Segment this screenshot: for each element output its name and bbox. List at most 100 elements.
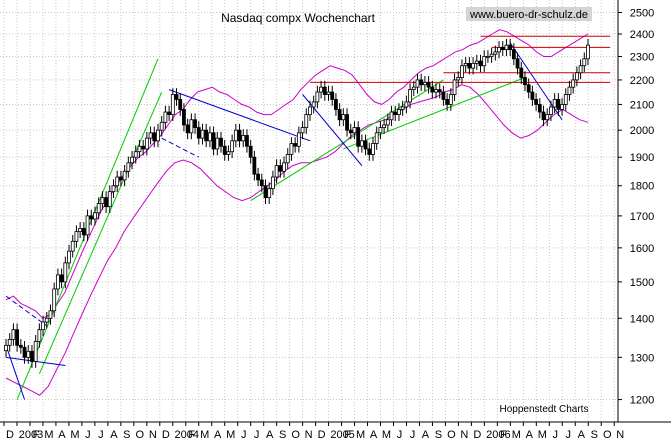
candle-body [74, 231, 79, 242]
candle-body [170, 94, 175, 115]
y-tick-label: 2000 [630, 125, 654, 137]
candle-body [508, 44, 513, 51]
y-tick-label: 2400 [630, 29, 654, 41]
candle-body [482, 56, 487, 67]
chart-title: Nasdaq compx Wochenchart [221, 11, 376, 25]
candle-body [574, 72, 579, 81]
candle-body [486, 56, 490, 58]
candle-body [352, 127, 357, 134]
candle-body [463, 63, 468, 67]
downtrend-line [161, 137, 199, 158]
candle-body [96, 203, 101, 214]
x-tick-label: M [538, 429, 547, 441]
candle-body [152, 132, 157, 142]
candle-body [448, 94, 453, 105]
candle-body [419, 79, 424, 86]
candle-body [456, 77, 461, 81]
downtrend-line [168, 89, 311, 142]
candle-body [167, 111, 172, 115]
candle-body [493, 51, 498, 55]
x-tick-label: O [136, 429, 145, 441]
x-tick-label: 2004 [175, 429, 199, 441]
candle-body [159, 121, 164, 131]
candle-body [274, 165, 279, 178]
candle-body [259, 179, 264, 187]
grid [0, 0, 618, 422]
x-tick-label: D [6, 429, 14, 441]
candle-body [85, 215, 90, 236]
candle-body [26, 350, 31, 358]
candle-body [78, 228, 83, 233]
candle-body [478, 60, 483, 67]
candle-body [285, 154, 290, 164]
candle-body [497, 46, 501, 53]
candle-body [163, 111, 168, 123]
candle-body [156, 129, 160, 142]
candle-body [534, 99, 539, 105]
x-tick-label: M [44, 429, 53, 441]
candle-body [30, 350, 34, 362]
candle-body [137, 145, 142, 153]
candle-body [133, 151, 138, 158]
x-tick-label: A [422, 429, 430, 441]
candle-body [222, 145, 227, 155]
candle-body [289, 143, 294, 155]
candle-body [474, 60, 479, 64]
y-tick-label: 1800 [630, 181, 654, 193]
candle-body [41, 321, 45, 331]
candle-body [545, 114, 550, 121]
candle-body [378, 127, 383, 134]
candle-body [460, 65, 464, 78]
y-axis: 1200 1300 1400 1500 1600 1700 1800 1900 2000 2100… [617, 0, 654, 422]
x-tick-label: N [149, 429, 157, 441]
candle-body [586, 44, 590, 60]
x-tick-label: O [291, 429, 300, 441]
candle-body [18, 344, 23, 348]
candle-body [271, 176, 275, 190]
candle-body [504, 44, 509, 51]
candle-body [334, 99, 338, 110]
candle-body [430, 86, 435, 93]
y-tick-label: 1200 [630, 395, 654, 407]
candle-body [256, 173, 260, 181]
x-tick-label: M [226, 429, 235, 441]
candle-body [189, 119, 194, 134]
candle-body [296, 132, 301, 147]
candle-body [148, 132, 153, 139]
candle-body [434, 89, 438, 93]
x-tick-label: J [553, 429, 559, 441]
x-tick-label: F [500, 429, 507, 441]
candle-body [500, 46, 505, 51]
x-tick-label: A [526, 429, 534, 441]
candle-body [374, 132, 379, 144]
y-tick-label: 2500 [630, 8, 654, 20]
candle-body [245, 135, 249, 147]
candle-body [385, 119, 390, 126]
candle-body [119, 176, 123, 181]
candle-body [248, 145, 253, 158]
candle-body [70, 240, 75, 252]
uptrend-line [38, 91, 163, 375]
candle-body [89, 215, 94, 220]
candle-body [226, 151, 231, 155]
candle-body [7, 339, 12, 346]
x-tick-label: M [70, 429, 79, 441]
candle-body [578, 65, 583, 74]
x-tick-label: M [382, 429, 391, 441]
candle-body [144, 137, 149, 150]
candle-body [523, 77, 527, 86]
candle-body [422, 81, 427, 86]
source-label: Hoppenstedt Charts [500, 404, 589, 415]
candle-body [567, 86, 572, 95]
candle-body [200, 129, 205, 139]
candle-body [100, 197, 105, 205]
candle-body [211, 132, 216, 150]
candle-body [115, 176, 120, 187]
candle-body [93, 212, 97, 220]
candle-body [519, 67, 524, 78]
x-tick-label: O [447, 429, 456, 441]
candle-body [326, 91, 331, 95]
candle-body [549, 106, 553, 115]
